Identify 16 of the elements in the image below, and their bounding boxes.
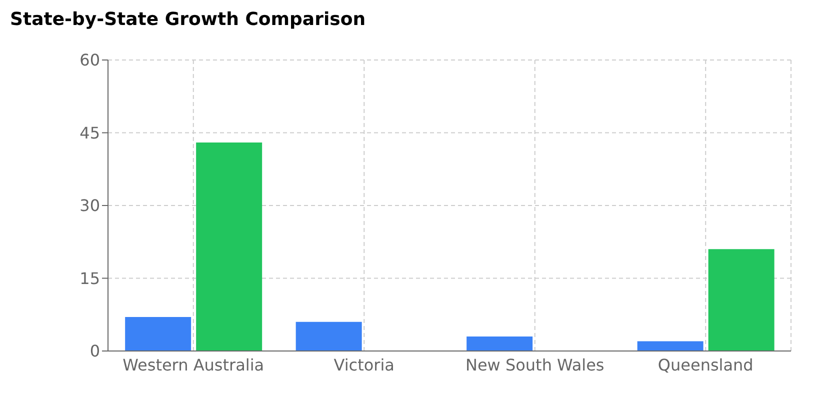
bar (296, 322, 362, 351)
x-tick-label: Western Australia (122, 355, 264, 374)
bar (637, 341, 704, 351)
bar (708, 249, 774, 351)
x-tick-label: Queensland (658, 355, 754, 374)
y-tick-label: 45 (80, 123, 100, 142)
y-tick-label: 0 (90, 342, 100, 361)
y-tick-label: 15 (80, 268, 100, 288)
x-tick-label: New South Wales (465, 355, 604, 374)
y-tick-label: 30 (80, 196, 100, 216)
bar (466, 336, 533, 351)
bar (125, 317, 192, 351)
bar (196, 142, 262, 351)
x-tick-label: Victoria (334, 355, 394, 374)
chart-title: State-by-State Growth Comparison (9, 8, 367, 32)
y-tick-label: 60 (80, 50, 100, 70)
